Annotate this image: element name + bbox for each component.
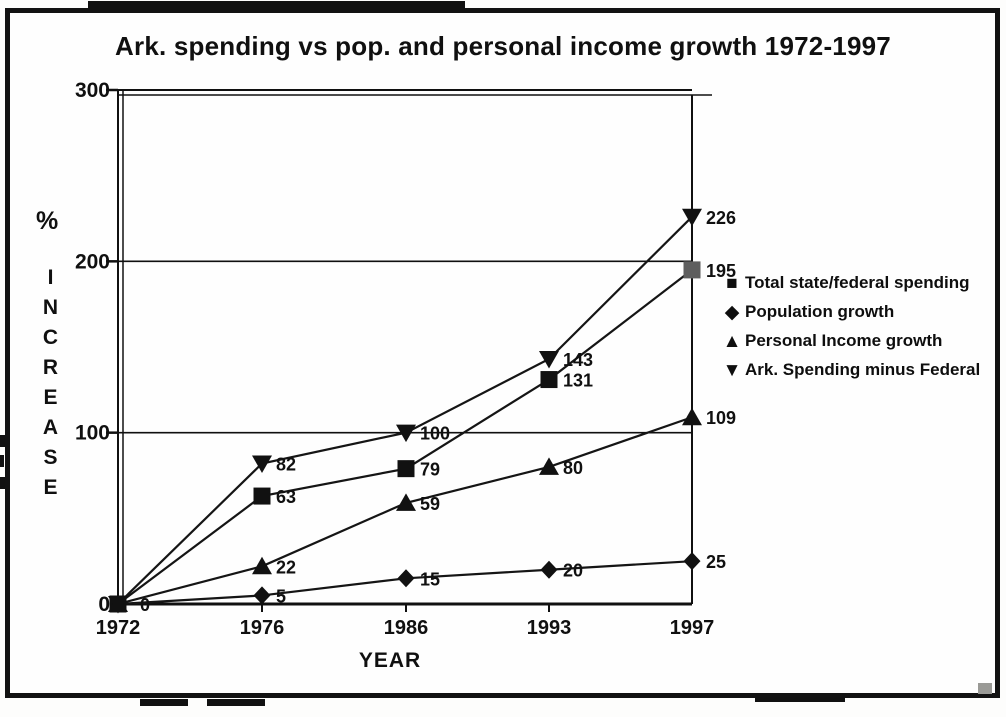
- data-point-marker-diamond: [683, 552, 701, 571]
- x-tick-label: 1997: [670, 617, 715, 639]
- data-point-marker-triangle-down: [396, 424, 416, 443]
- data-point-marker-diamond: [540, 560, 558, 579]
- scan-artifact-bottom-mark: [207, 699, 265, 706]
- data-point-marker-triangle-up: [396, 493, 416, 511]
- y-axis-unit: %: [36, 207, 59, 235]
- legend: ■ Total state/federal spending ◆ Populat…: [719, 272, 981, 388]
- data-label: 25: [706, 552, 726, 572]
- data-point-marker-square: [683, 261, 701, 279]
- x-axis-label: YEAR: [358, 649, 422, 672]
- data-point-marker-triangle-down: [108, 596, 128, 614]
- y-tick-label: 0: [98, 593, 110, 616]
- data-point-marker-diamond: [253, 586, 271, 605]
- data-point-marker-square: [253, 487, 271, 505]
- data-point-marker-triangle-up: [682, 407, 702, 426]
- page-border: [5, 8, 1000, 698]
- data-label: 79: [420, 460, 440, 480]
- y-tick-label: 300: [75, 79, 110, 102]
- data-point-marker-diamond: [397, 569, 415, 588]
- data-label: 22: [276, 557, 296, 577]
- data-label: 131: [563, 371, 593, 391]
- data-point-marker-triangle-up: [539, 457, 559, 475]
- data-label: 15: [420, 569, 440, 589]
- triangle-down-marker-icon: ▼: [722, 359, 742, 381]
- diamond-marker-icon: ◆: [724, 301, 740, 323]
- legend-label: Ark. Spending minus Federal: [745, 360, 981, 379]
- data-label: 100: [420, 424, 450, 444]
- origin-data-label: 0: [140, 595, 150, 615]
- data-label: 59: [420, 494, 440, 514]
- x-tick-label: 1986: [384, 617, 429, 639]
- x-tick-label: 1993: [527, 617, 572, 639]
- chart-title: Ark. spending vs pop. and personal incom…: [115, 31, 891, 61]
- scan-artifact-left-mark: [0, 435, 5, 447]
- scan-artifact-bottom-mark: [755, 697, 845, 702]
- triangle-up-marker-icon: ▲: [722, 330, 742, 352]
- data-point-marker-triangle-down: [252, 455, 272, 474]
- data-point-marker-triangle-down: [682, 208, 702, 227]
- legend-label: Personal Income growth: [745, 331, 943, 350]
- x-tick-label: 1972: [96, 617, 141, 639]
- legend-label: Population growth: [745, 302, 895, 321]
- legend-item: ■ Total state/federal spending: [719, 272, 980, 294]
- scan-artifact-smudge: [978, 683, 992, 694]
- data-label: 20: [563, 561, 583, 581]
- data-point-marker-square: [397, 460, 415, 478]
- y-axis-label: INCREASE: [39, 266, 62, 506]
- square-marker-icon: ■: [726, 272, 738, 294]
- data-label: 143: [563, 350, 593, 370]
- data-label: 80: [563, 458, 583, 478]
- y-tick-label: 200: [75, 250, 110, 273]
- data-label: 82: [276, 455, 296, 475]
- scan-artifact-bottom-mark: [140, 699, 188, 706]
- legend-item: ▲ Personal Income growth: [719, 330, 980, 352]
- data-label: 63: [276, 487, 296, 507]
- data-label: 226: [706, 208, 736, 228]
- data-label: 109: [706, 408, 736, 428]
- data-point-marker-square: [540, 371, 558, 389]
- data-label: 5: [276, 586, 286, 606]
- scan-artifact-left-mark: [0, 477, 5, 489]
- legend-label: Total state/federal spending: [745, 273, 970, 292]
- data-label: 195: [706, 261, 736, 281]
- scan-artifact-top-bar: [88, 1, 465, 10]
- series-line: [117, 216, 693, 605]
- data-point-marker-triangle-up: [252, 556, 272, 575]
- legend-item: ◆ Population growth: [719, 301, 980, 323]
- scan-artifact-left-mark: [0, 455, 4, 467]
- data-point-marker-triangle-down: [539, 350, 559, 369]
- y-tick-label: 100: [75, 422, 110, 445]
- legend-item: ▼ Ark. Spending minus Federal: [719, 359, 981, 381]
- x-tick-label: 1976: [240, 617, 285, 639]
